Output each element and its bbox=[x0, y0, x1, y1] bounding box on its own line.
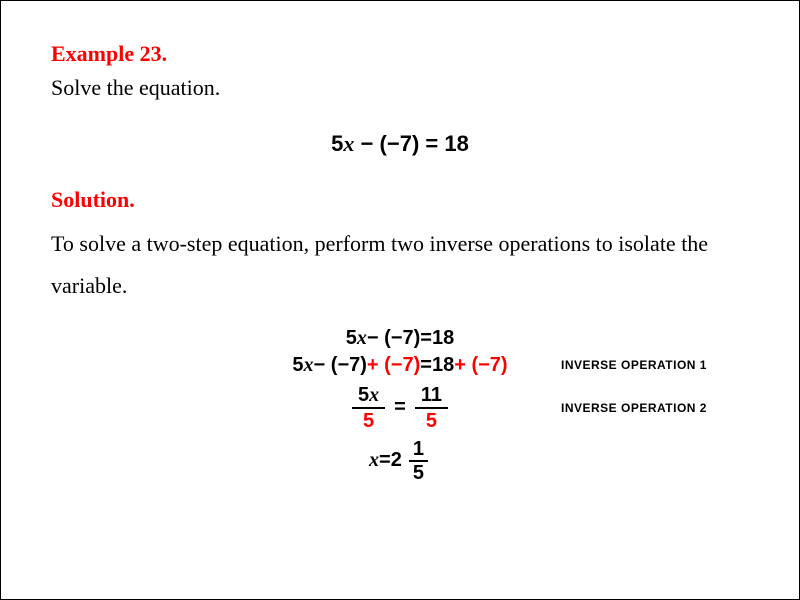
s1-eq: = bbox=[420, 327, 432, 350]
s1-var: x bbox=[357, 327, 367, 350]
s2-coef: 5 bbox=[292, 354, 303, 377]
s4-num: 1 bbox=[409, 439, 428, 462]
s3-frac-left: 5x 5 bbox=[352, 385, 385, 431]
s3-num-l-var: x bbox=[369, 384, 379, 406]
eq-minus: − bbox=[354, 131, 379, 156]
solution-heading: Solution. bbox=[51, 187, 749, 213]
s2-var: x bbox=[304, 354, 314, 377]
work-area: 5x − (−7) = 18 5x − (−7) + (−7) = 18 + (… bbox=[51, 327, 749, 483]
work-step-2: 5x − (−7) + (−7) = 18 + (−7) INVERSE OPE… bbox=[51, 354, 749, 377]
eq-neg-val: 7 bbox=[400, 131, 412, 156]
work-step-3: 5x 5 = 11 5 INVERSE OPERATION 2 bbox=[51, 385, 749, 431]
s3-den-l: 5 bbox=[357, 409, 380, 431]
problem-equation: 5x − (−7) = 18 bbox=[51, 131, 749, 157]
s2-red-left: + (−7) bbox=[367, 354, 420, 377]
s3-num-l-coef: 5 bbox=[358, 384, 369, 406]
work-step-1: 5x − (−7) = 18 bbox=[51, 327, 749, 350]
s1-tail: − (−7) bbox=[367, 327, 420, 350]
s4-mixed: 2 1 5 bbox=[391, 439, 431, 483]
eq-var: x bbox=[343, 131, 354, 156]
example-heading: Example 23. bbox=[51, 41, 749, 67]
s3-frac-right: 11 5 bbox=[415, 385, 448, 431]
s2-eq: = bbox=[420, 354, 432, 377]
eq-equals: = bbox=[419, 131, 444, 156]
eq-rhs: 18 bbox=[444, 131, 468, 156]
annotation-inverse-2: INVERSE OPERATION 2 bbox=[561, 401, 707, 415]
instruction-text: Solve the equation. bbox=[51, 75, 749, 101]
solution-text: To solve a two-step equation, perform tw… bbox=[51, 223, 749, 307]
s4-eq: = bbox=[379, 449, 391, 472]
s3-den-r: 5 bbox=[420, 409, 443, 431]
s2-rhs: 18 bbox=[432, 354, 454, 377]
page-frame: Example 23. Solve the equation. 5x − (−7… bbox=[0, 0, 800, 600]
s3-eq: = bbox=[394, 396, 406, 419]
annotation-inverse-1: INVERSE OPERATION 1 bbox=[561, 358, 707, 372]
s2-tail: − (−7) bbox=[314, 354, 367, 377]
s1-coef: 5 bbox=[346, 327, 357, 350]
s4-whole: 2 bbox=[391, 449, 402, 472]
work-step-4: x = 2 1 5 bbox=[51, 439, 749, 483]
s4-var: x bbox=[369, 449, 379, 472]
eq-paren-open: (− bbox=[380, 131, 400, 156]
s4-den: 5 bbox=[409, 462, 428, 483]
s3-num-r: 11 bbox=[415, 385, 448, 409]
eq-coef: 5 bbox=[331, 131, 343, 156]
s1-rhs: 18 bbox=[432, 327, 454, 350]
s2-red-right: + (−7) bbox=[454, 354, 507, 377]
